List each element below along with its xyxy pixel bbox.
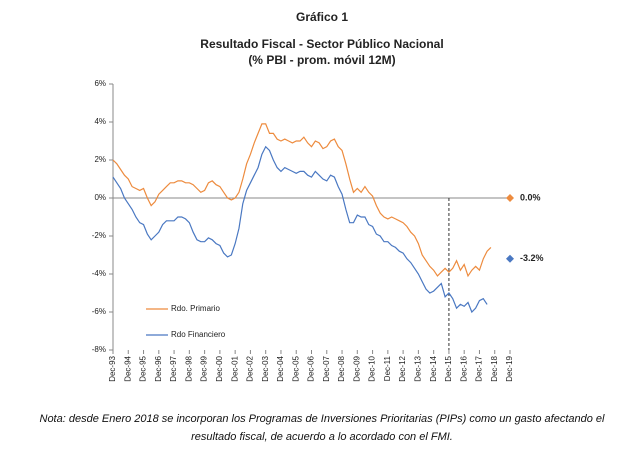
chart-label: Gráfico 1 bbox=[296, 10, 348, 24]
chart: Gráfico 1 Resultado Fiscal - Sector Públ… bbox=[92, 10, 544, 382]
x-tick-label: Dec-07 bbox=[322, 355, 331, 381]
y-tick-label: -8% bbox=[92, 345, 106, 354]
x-tick-label: Dec-05 bbox=[291, 355, 300, 381]
x-tick-label: Dec-98 bbox=[184, 355, 193, 381]
y-tick-label: 0% bbox=[94, 193, 106, 202]
x-tick-label: Dec-04 bbox=[276, 355, 285, 381]
x-tick-label: Dec-94 bbox=[123, 355, 132, 381]
series-line bbox=[112, 123, 492, 278]
y-tick-label: 6% bbox=[94, 79, 106, 88]
x-tick-label: Dec-01 bbox=[230, 355, 239, 381]
note: Nota: desde Enero 2018 se incorporan los… bbox=[39, 413, 605, 443]
x-tick-label: Dec-95 bbox=[139, 355, 148, 381]
x-tick-label: Dec-19 bbox=[505, 355, 514, 381]
chart-title: Resultado Fiscal - Sector Público Nacion… bbox=[200, 37, 443, 51]
x-tick-label: Dec-09 bbox=[352, 355, 361, 381]
y-tick-label: -6% bbox=[92, 307, 106, 316]
x-tick-label: Dec-06 bbox=[307, 355, 316, 381]
y-tick-label: 4% bbox=[94, 117, 106, 126]
x-tick-label: Dec-13 bbox=[413, 355, 422, 381]
end-label: -3.2% bbox=[520, 253, 544, 263]
x-tick-label: Dec-00 bbox=[215, 355, 224, 381]
x-tick-label: Dec-08 bbox=[337, 355, 346, 381]
x-tick-label: Dec-93 bbox=[108, 355, 117, 381]
x-tick-label: Dec-97 bbox=[169, 355, 178, 381]
series-line bbox=[112, 145, 488, 314]
x-tick-label: Dec-17 bbox=[475, 355, 484, 381]
x-tick-label: Dec-15 bbox=[444, 355, 453, 381]
y-tick-label: -4% bbox=[92, 269, 106, 278]
x-tick-label: Dec-14 bbox=[429, 355, 438, 381]
x-tick-label: Dec-03 bbox=[261, 355, 270, 381]
y-tick-label: -2% bbox=[92, 231, 106, 240]
x-tick-label: Dec-12 bbox=[398, 355, 407, 381]
x-tick-label: Dec-02 bbox=[246, 355, 255, 381]
chart-subtitle: (% PBI - prom. móvil 12M) bbox=[248, 53, 395, 67]
x-tick-label: Dec-96 bbox=[154, 355, 163, 381]
x-tick-label: Dec-11 bbox=[383, 355, 392, 381]
legend-label: Rdo Financiero bbox=[171, 330, 226, 339]
x-tick-label: Dec-16 bbox=[459, 355, 468, 381]
x-tick-label: Dec-18 bbox=[490, 355, 499, 381]
x-tick-label: Dec-10 bbox=[368, 355, 377, 381]
x-tick-label: Dec-99 bbox=[200, 355, 209, 381]
y-tick-label: 2% bbox=[94, 155, 106, 164]
legend-label: Rdo. Primario bbox=[171, 304, 220, 313]
end-marker bbox=[506, 254, 514, 263]
end-label: 0.0% bbox=[520, 192, 541, 202]
end-marker bbox=[506, 194, 514, 202]
